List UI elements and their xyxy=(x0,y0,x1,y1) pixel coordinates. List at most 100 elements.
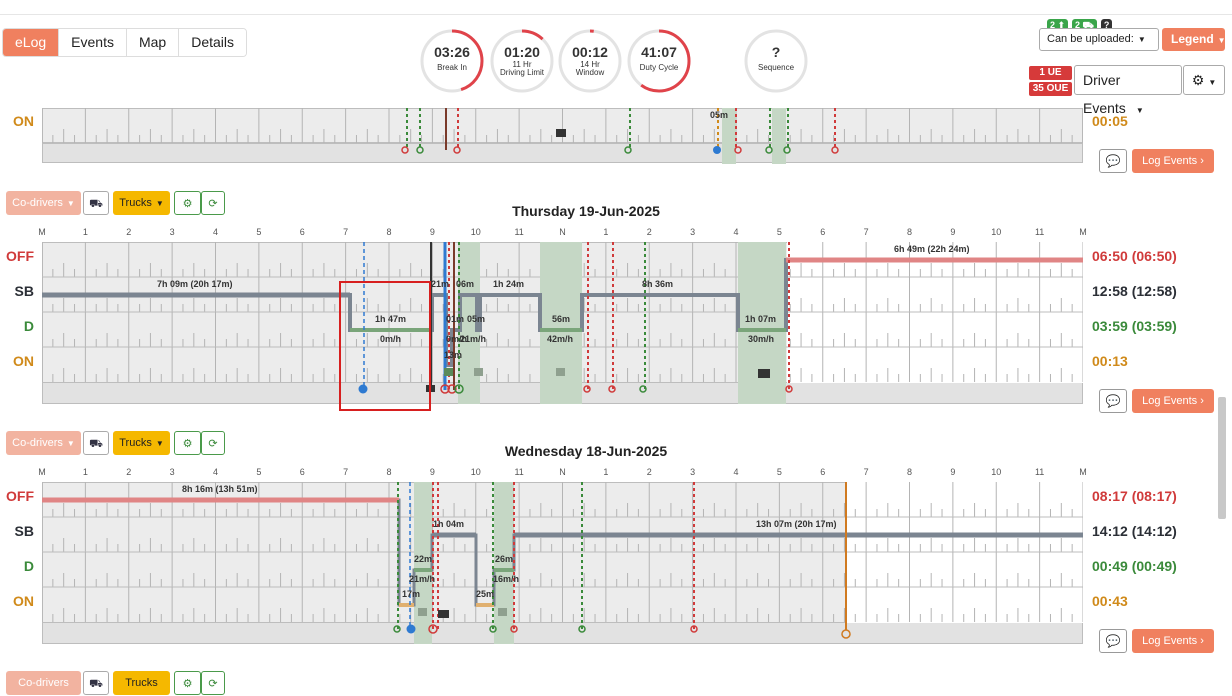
gauge-value: 00:12 xyxy=(572,44,608,60)
truck-button[interactable]: ⛟ xyxy=(83,671,109,695)
comment-button[interactable]: 💬 xyxy=(1099,389,1127,413)
hour-label: 11 xyxy=(1034,227,1045,237)
key-icon xyxy=(783,146,791,154)
segment-label: 42m/h xyxy=(547,334,574,344)
hour-label: 8 xyxy=(906,467,912,477)
gauge-break-in[interactable]: 03:26 Break In xyxy=(420,29,484,93)
total-sb: 14:12 (14:12) xyxy=(1092,523,1177,539)
segment-label: 13h 07m (20h 17m) xyxy=(756,519,837,529)
codrivers-label: Co-drivers xyxy=(12,437,63,449)
key-icon xyxy=(416,146,424,154)
sync-button[interactable]: ⟳ xyxy=(201,431,225,455)
hour-label: 10 xyxy=(470,467,481,477)
gauge-window[interactable]: 00:12 14 Hr Window xyxy=(558,29,622,93)
trucks-label: Trucks xyxy=(119,437,152,449)
legend-button[interactable]: Legend ▼ xyxy=(1162,28,1226,51)
hour-label: M xyxy=(1079,467,1087,477)
key-icon xyxy=(578,625,586,633)
day-title: Wednesday 18-Jun-2025 xyxy=(504,443,668,459)
tab-events[interactable]: Events xyxy=(59,29,127,56)
log-events-button[interactable]: Log Events › xyxy=(1132,629,1214,653)
gauge-sequence[interactable]: ? Sequence xyxy=(744,29,808,93)
trucks-button[interactable]: Trucks xyxy=(113,671,170,695)
gauge-duty-cycle[interactable]: 41:07 Duty Cycle xyxy=(627,29,691,93)
gauge-driving-limit[interactable]: 01:20 11 Hr Driving Limit xyxy=(490,29,554,93)
settings-dropdown[interactable]: ⚙ ▼ xyxy=(1183,65,1225,95)
gps-icon xyxy=(358,384,368,394)
total-on: 00:05 xyxy=(1092,113,1128,129)
total-on: 00:13 xyxy=(1092,353,1128,369)
key-icon xyxy=(447,384,457,394)
hour-label: 11 xyxy=(1034,467,1045,477)
truck-icon xyxy=(418,608,427,616)
upload-select-label: Can be uploaded: xyxy=(1047,33,1134,45)
segment-label: 56m xyxy=(552,314,571,324)
tab-elog[interactable]: eLog xyxy=(3,29,60,56)
upload-select[interactable]: Can be uploaded: ▼ xyxy=(1039,28,1159,51)
hour-label: 10 xyxy=(991,227,1002,237)
hour-label: 11 xyxy=(514,467,524,477)
segment-label: 1h 47m xyxy=(375,314,407,324)
hour-label: 9 xyxy=(950,227,956,237)
hour-label: 1 xyxy=(82,227,88,237)
key-icon xyxy=(734,146,742,154)
segment-label: 25m xyxy=(476,589,495,599)
segment-label: 05m xyxy=(710,110,729,120)
hour-label: 3 xyxy=(169,467,175,477)
segment-label: 7h 09m (20h 17m) xyxy=(157,279,233,289)
oue-badge[interactable]: 35 OUE xyxy=(1029,82,1072,96)
shaded-driving-zone xyxy=(414,482,432,644)
segment-label: 0m/h xyxy=(380,334,402,344)
log-events-button[interactable]: Log Events › xyxy=(1132,389,1214,413)
key-icon xyxy=(639,385,647,393)
codrivers-button[interactable]: Co-drivers ▼ xyxy=(6,191,81,215)
key-icon xyxy=(428,624,438,634)
tab-map[interactable]: Map xyxy=(126,29,180,56)
shaded-driving-zone xyxy=(722,108,736,164)
grid-event-row xyxy=(42,143,1083,163)
tab-details[interactable]: Details xyxy=(179,29,246,56)
hour-label: 5 xyxy=(776,227,782,237)
hour-label: 10 xyxy=(470,227,481,237)
truck-button[interactable]: ⛟ xyxy=(83,191,109,215)
key-icon xyxy=(624,146,632,154)
gauge-progress xyxy=(627,29,691,93)
engine-button[interactable]: ⚙ xyxy=(174,431,201,455)
log-events-button[interactable]: Log Events › xyxy=(1132,149,1214,173)
segment-label: 13m xyxy=(444,350,463,360)
comment-button[interactable]: 💬 xyxy=(1099,629,1127,653)
trucks-button[interactable]: Trucks ▼ xyxy=(113,191,170,215)
trucks-label: Trucks xyxy=(125,677,158,689)
ue-badge[interactable]: 1 UE xyxy=(1029,66,1072,80)
gauge-ring xyxy=(627,29,691,93)
sync-button[interactable]: ⟳ xyxy=(201,671,225,695)
engine-button[interactable]: ⚙ xyxy=(174,191,201,215)
sync-button[interactable]: ⟳ xyxy=(201,191,225,215)
hour-label: 6 xyxy=(820,467,826,477)
key-icon xyxy=(489,625,497,633)
truck-button[interactable]: ⛟ xyxy=(83,431,109,455)
scrollbar-thumb[interactable] xyxy=(1218,397,1226,519)
segment-label: 17m xyxy=(402,589,421,599)
segment-label: 05m xyxy=(467,314,486,324)
legend-label: Legend xyxy=(1171,32,1214,46)
chevron-down-icon: ▼ xyxy=(1137,35,1146,44)
hour-label: 11 xyxy=(514,227,524,237)
comment-icon: 💬 xyxy=(1105,394,1121,408)
engine-button[interactable]: ⚙ xyxy=(174,671,201,695)
trucks-button[interactable]: Trucks ▼ xyxy=(113,431,170,455)
hour-label: 3 xyxy=(690,467,696,477)
truck-icon: ⛟ xyxy=(89,198,103,210)
segment-label: 01m xyxy=(446,314,465,324)
hour-label: 10 xyxy=(991,467,1002,477)
hour-label: 5 xyxy=(256,227,262,237)
codrivers-button[interactable]: Co-drivers xyxy=(6,671,81,695)
driver-events-select[interactable]: Driver Events ▼ xyxy=(1074,65,1182,116)
segment-label: 21m/h xyxy=(409,574,436,584)
key-icon xyxy=(765,146,773,154)
gauge-sublabel: Window xyxy=(575,68,605,77)
key-icon xyxy=(690,625,698,633)
help-badge[interactable]: ? xyxy=(1100,19,1113,33)
comment-button[interactable]: 💬 xyxy=(1099,149,1127,173)
codrivers-button[interactable]: Co-drivers ▼ xyxy=(6,431,81,455)
